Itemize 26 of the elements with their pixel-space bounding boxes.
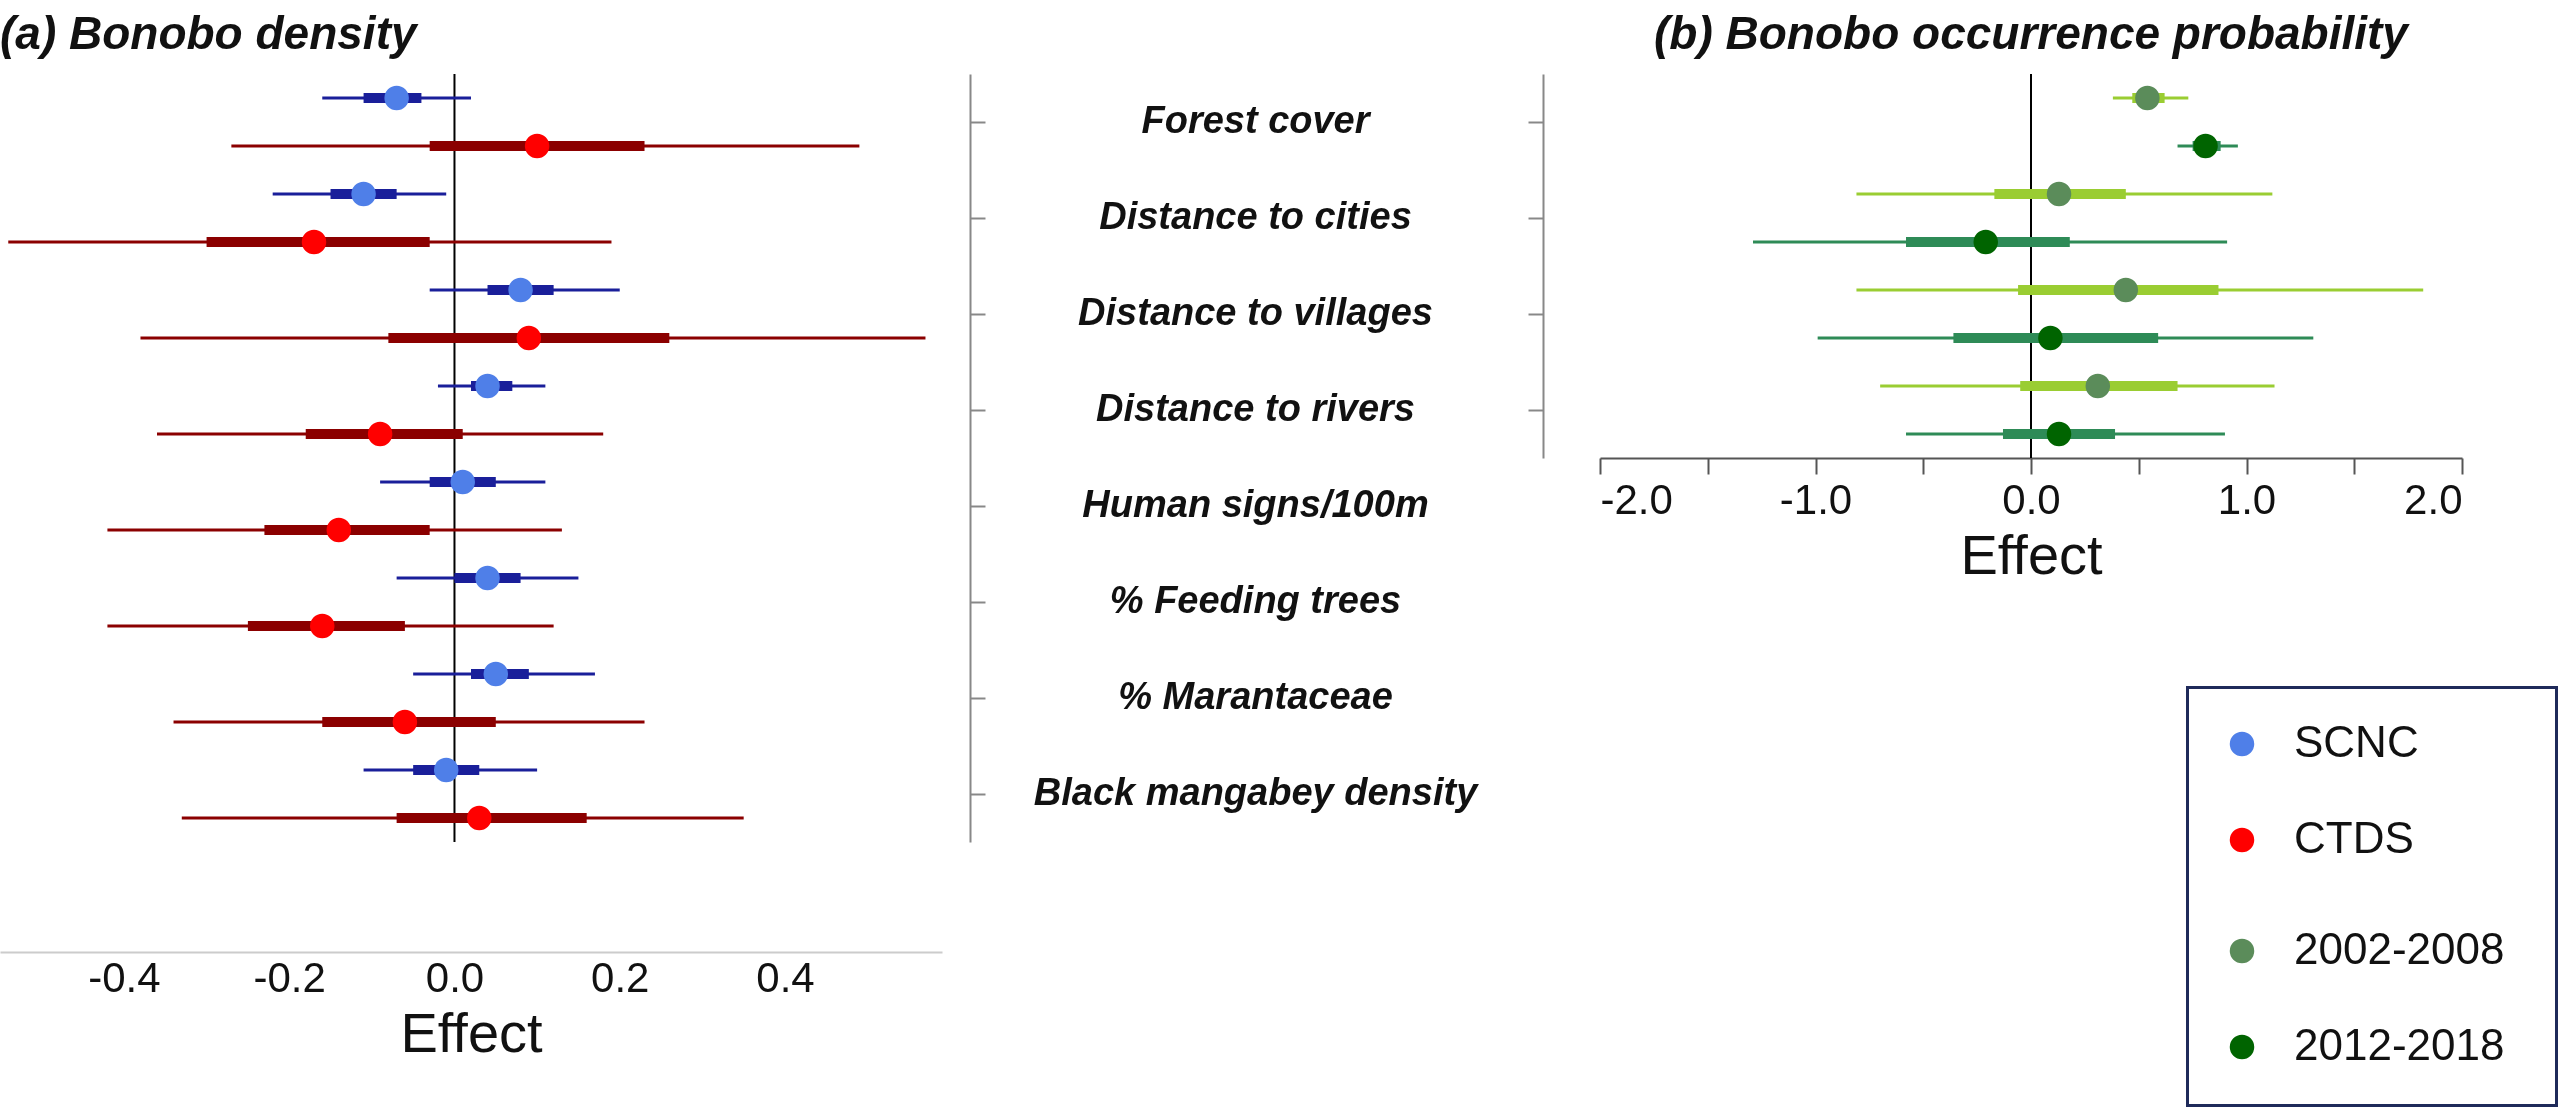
- x-tick-label: -2.0: [1600, 475, 1673, 523]
- x-tick-label: 0.0: [425, 953, 485, 1001]
- x-tick-label: -0.4: [88, 953, 161, 1001]
- legend-label: SCNC: [2294, 717, 2419, 766]
- x-tick-label: -0.2: [253, 953, 326, 1001]
- legend-label: 2002-2008: [2294, 924, 2505, 973]
- x-axis-title: Effect: [1960, 522, 2104, 586]
- x-tick-label: 0.0: [2002, 475, 2061, 523]
- x-tick-label: 0.2: [591, 953, 650, 1001]
- legend-label: 2012-2018: [2294, 1020, 2505, 1069]
- chart-title: (b) Bonobo occurrence probability: [1654, 7, 2411, 59]
- x-tick-label: 2.0: [2404, 475, 2463, 523]
- legend-label: CTDS: [2294, 813, 2414, 862]
- x-axis-title: Effect: [400, 1000, 544, 1064]
- y-tick-label: % Feeding trees: [1109, 579, 1402, 621]
- y-tick-label: % Marantaceae: [1118, 675, 1393, 717]
- chart-title: (a) Bonobo density: [0, 7, 419, 59]
- y-tick-label: Forest cover: [1141, 99, 1372, 141]
- x-tick-label: 1.0: [2217, 475, 2277, 523]
- x-tick-label: -1.0: [1779, 475, 1853, 523]
- y-tick-label: Black mangabey density: [1033, 771, 1480, 813]
- x-tick-label: 0.4: [756, 953, 815, 1001]
- y-tick-label: Human signs/100m: [1082, 483, 1429, 525]
- y-tick-label: Distance to villages: [1078, 291, 1433, 333]
- y-tick-label: Distance to rivers: [1096, 387, 1415, 429]
- y-tick-label: Distance to cities: [1099, 195, 1412, 237]
